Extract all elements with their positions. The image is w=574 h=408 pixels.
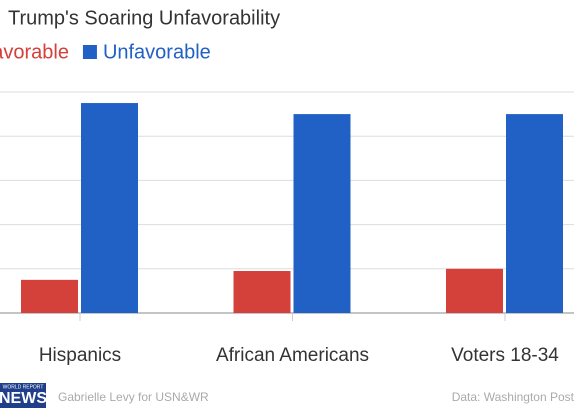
source: Data: Washington Post xyxy=(452,390,574,404)
x-tick-label: Voters 18-34 xyxy=(451,345,559,366)
credit: Gabrielle Levy for USN&WR xyxy=(58,390,209,404)
bar xyxy=(21,279,78,313)
legend-swatch xyxy=(82,45,97,59)
x-tick-label: Hispanics xyxy=(39,345,121,366)
logo-top: WORLD REPORT xyxy=(3,384,44,390)
legend-label: Unfavorable xyxy=(103,41,211,63)
bar xyxy=(81,103,138,313)
logo-main: NEWS xyxy=(0,390,47,407)
x-tick-label: African Americans xyxy=(216,345,369,366)
bar xyxy=(293,114,351,313)
logo: WORLD REPORT NEWS xyxy=(0,383,47,408)
bar xyxy=(506,114,563,313)
bar xyxy=(233,271,291,313)
legend-label: Favorable xyxy=(0,41,69,63)
logo-box xyxy=(0,383,46,408)
chart-title: Trump's Soaring Unfavorability xyxy=(8,7,280,29)
bar xyxy=(446,268,503,313)
